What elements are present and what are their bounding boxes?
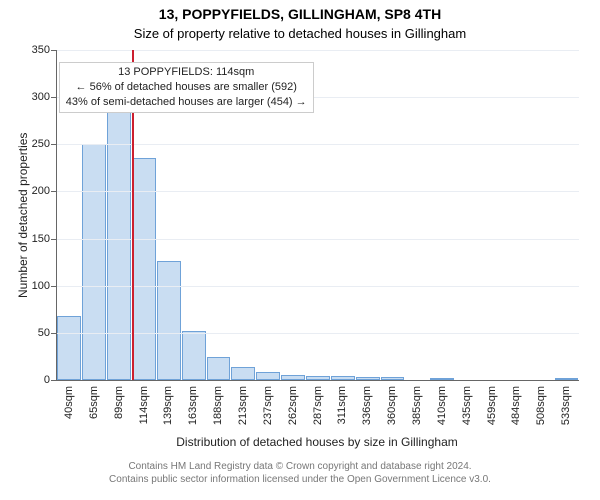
xtick-label: 385sqm — [411, 386, 423, 425]
xtick-label: 459sqm — [486, 386, 498, 425]
xtick-label: 188sqm — [212, 386, 224, 425]
bar — [107, 108, 131, 380]
ytick-mark — [51, 333, 56, 334]
ytick-mark — [51, 239, 56, 240]
xtick-label: 311sqm — [336, 386, 348, 424]
plot-area: 13 POPPYFIELDS: 114sqm← 56% of detached … — [56, 50, 579, 381]
xtick-label: 89sqm — [113, 386, 125, 419]
bar — [231, 367, 255, 380]
gridline — [57, 239, 579, 240]
bar — [157, 261, 181, 380]
xtick-label: 40sqm — [63, 386, 75, 419]
bar — [381, 377, 405, 380]
bar — [356, 377, 380, 380]
xtick-label: 287sqm — [312, 386, 324, 425]
gridline — [57, 50, 579, 51]
xtick-label: 139sqm — [162, 386, 174, 425]
xtick-label: 360sqm — [386, 386, 398, 425]
annotation-line: 43% of semi-detached houses are larger (… — [66, 95, 307, 110]
bar — [57, 316, 81, 380]
gridline — [57, 191, 579, 192]
bar — [82, 144, 106, 380]
bar — [430, 378, 454, 380]
xtick-label: 508sqm — [535, 386, 547, 425]
annotation-line: 13 POPPYFIELDS: 114sqm — [66, 65, 307, 80]
xtick-label: 213sqm — [237, 386, 249, 425]
bar — [331, 376, 355, 380]
xtick-label: 114sqm — [138, 386, 150, 424]
xtick-label: 484sqm — [510, 386, 522, 425]
ytick-mark — [51, 144, 56, 145]
ytick-label: 50 — [22, 327, 50, 339]
ytick-label: 350 — [22, 44, 50, 56]
bar — [555, 378, 579, 380]
ytick-mark — [51, 191, 56, 192]
bar — [281, 375, 305, 380]
bar — [256, 372, 280, 380]
bar — [306, 376, 330, 380]
footer-line-2: Contains public sector information licen… — [0, 473, 600, 486]
chart-title-sub: Size of property relative to detached ho… — [0, 26, 600, 41]
ytick-label: 0 — [22, 374, 50, 386]
xtick-label: 262sqm — [287, 386, 299, 425]
bar — [207, 357, 231, 380]
xtick-label: 237sqm — [262, 386, 274, 425]
chart-title-main: 13, POPPYFIELDS, GILLINGHAM, SP8 4TH — [0, 6, 600, 22]
gridline — [57, 286, 579, 287]
ytick-mark — [51, 50, 56, 51]
xtick-label: 336sqm — [361, 386, 373, 425]
xtick-label: 163sqm — [187, 386, 199, 425]
gridline — [57, 144, 579, 145]
xtick-label: 533sqm — [560, 386, 572, 425]
ytick-mark — [51, 286, 56, 287]
footer-line-1: Contains HM Land Registry data © Crown c… — [0, 460, 600, 473]
annotation-box: 13 POPPYFIELDS: 114sqm← 56% of detached … — [59, 62, 314, 113]
chart-container: { "title_main": "13, POPPYFIELDS, GILLIN… — [0, 0, 600, 500]
footer: Contains HM Land Registry data © Crown c… — [0, 460, 600, 486]
x-axis-label: Distribution of detached houses by size … — [56, 435, 578, 449]
xtick-label: 410sqm — [436, 386, 448, 425]
xtick-label: 65sqm — [88, 386, 100, 419]
y-axis-label: Number of detached properties — [16, 132, 30, 297]
bar — [182, 331, 206, 380]
gridline — [57, 333, 579, 334]
annotation-line: ← 56% of detached houses are smaller (59… — [66, 80, 307, 95]
ytick-label: 300 — [22, 91, 50, 103]
xtick-label: 435sqm — [461, 386, 473, 425]
ytick-mark — [51, 380, 56, 381]
ytick-mark — [51, 97, 56, 98]
